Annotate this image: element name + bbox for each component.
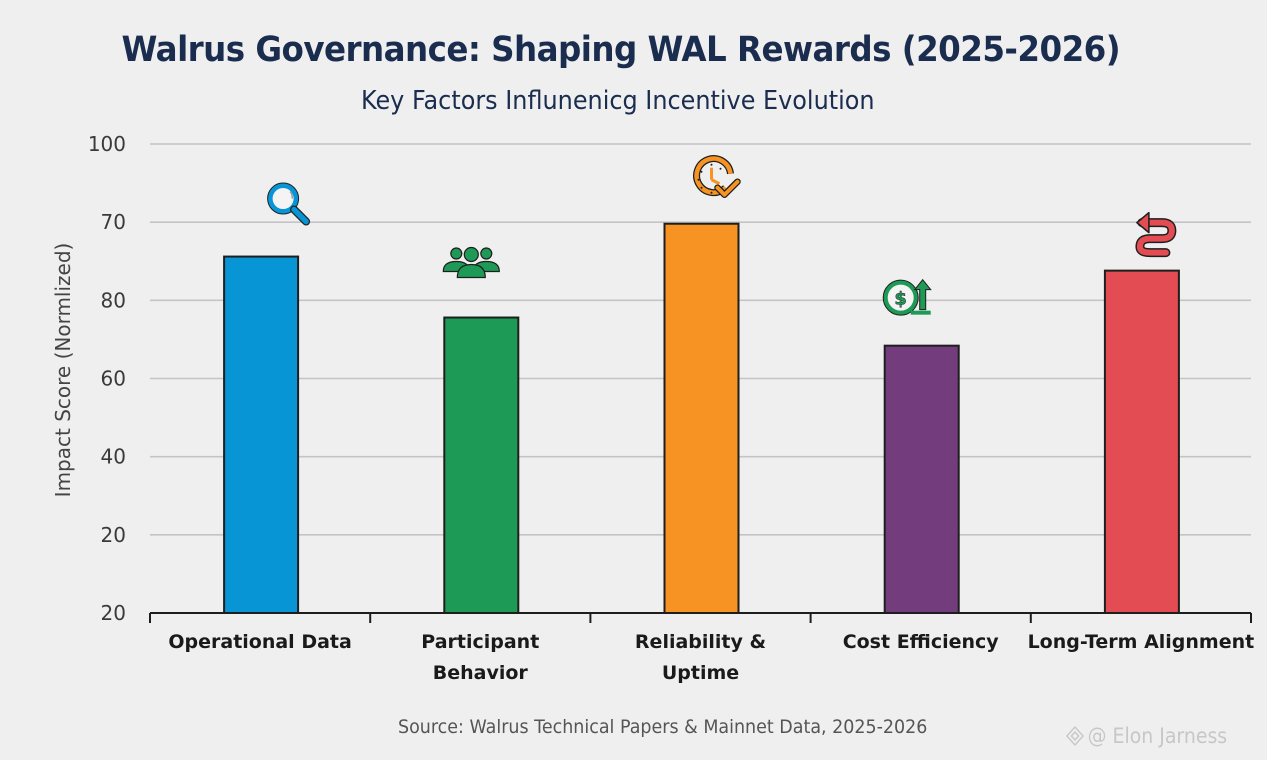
watermark: @ Elon Jarness [1066, 724, 1227, 748]
y-tick-label: 100 [88, 132, 126, 156]
magnifier-icon [267, 182, 311, 226]
y-tick-label: 70 [101, 210, 126, 234]
chart-title: Walrus Governance: Shaping WAL Rewards (… [121, 30, 1121, 70]
y-tick-label: 80 [101, 288, 126, 312]
bar-long-term-alignment [1103, 269, 1180, 614]
x-tick-label: Cost Efficiency [843, 631, 1000, 653]
bar-reliability-uptime [663, 222, 740, 614]
source-note: Source: Walrus Technical Papers & Mainne… [398, 716, 928, 738]
y-tick-labels: 100 70 80 60 40 20 20 [88, 132, 126, 625]
watermark-text: @ Elon Jarness [1087, 724, 1228, 748]
category-icons: $ [267, 155, 1177, 316]
x-tick-label: Participant Behavior [421, 631, 539, 684]
bars [223, 222, 1180, 614]
svg-text:$: $ [894, 289, 907, 310]
y-tick-label: 40 [101, 445, 126, 469]
y-tick-label: 20 [101, 523, 126, 547]
curved-return-arrow-icon [1135, 211, 1177, 258]
x-tick-label: Long-Term Alignment [1028, 631, 1255, 653]
chart-subtitle: Key Factors Influnenicg Incentive Evolut… [360, 86, 875, 116]
x-tick-label: Reliability & Uptime [635, 631, 766, 684]
bar-cost-efficiency [883, 344, 960, 614]
dollar-up-arrow-icon: $ [882, 278, 932, 316]
x-axis [149, 612, 1252, 623]
people-group-icon [442, 246, 500, 279]
bar-operational-data [223, 255, 300, 614]
y-tick-label: 20 [101, 601, 126, 625]
x-tick-labels: Operational Data Participant Behavior Relia… [168, 631, 1254, 684]
y-tick-label: 60 [101, 367, 126, 391]
diamond-logo-icon [1066, 726, 1084, 746]
x-tick-label: Operational Data [168, 631, 351, 653]
bar-participant-behavior [443, 316, 520, 614]
clock-check-icon [693, 155, 741, 198]
y-axis-label: Impact Score (Normlized) [51, 243, 75, 498]
